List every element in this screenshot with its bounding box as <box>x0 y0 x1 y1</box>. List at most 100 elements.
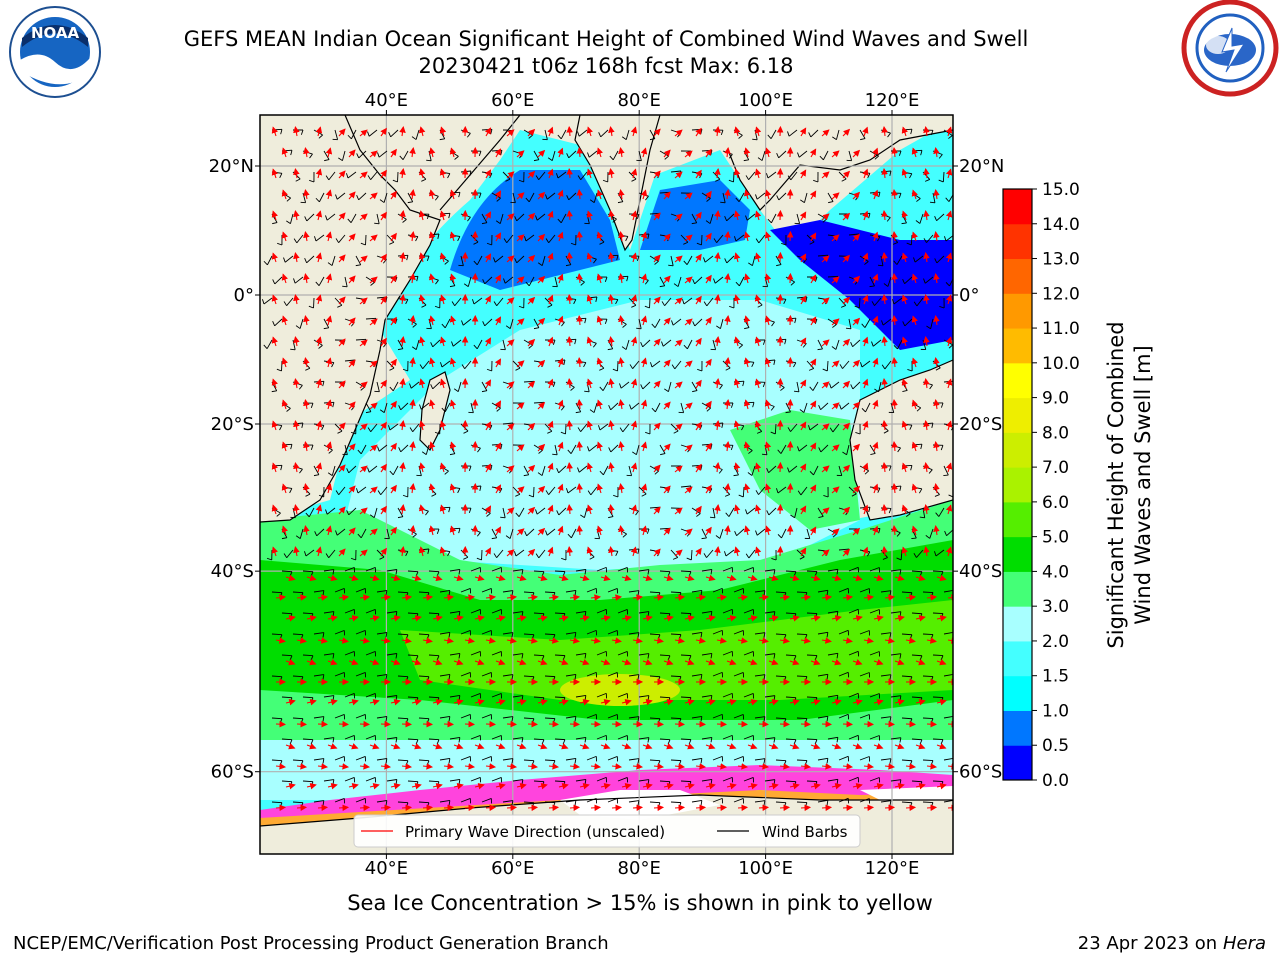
vector-237 <box>407 273 419 284</box>
vector-300 <box>344 317 356 327</box>
vector-315 <box>651 317 671 329</box>
vector-134 <box>304 210 323 222</box>
vector-176 <box>503 234 525 244</box>
vector-352 <box>733 336 743 349</box>
vector-2 <box>313 126 323 139</box>
vector-146 <box>557 209 573 224</box>
vector-52 <box>680 150 693 158</box>
vector-361 <box>920 336 930 351</box>
vector-7 <box>411 126 426 140</box>
vector-461 <box>954 400 964 409</box>
vector-211 <box>537 252 554 266</box>
vector-395 <box>954 358 964 367</box>
vector-104 <box>379 190 397 203</box>
vector-276 <box>518 296 536 309</box>
vector-351 <box>710 335 721 351</box>
vector-366 <box>344 359 356 368</box>
vector-323 <box>827 318 840 328</box>
vector-410 <box>565 377 575 391</box>
vector-270 <box>397 294 409 305</box>
vector-242 <box>503 276 525 284</box>
vector-206 <box>439 252 449 265</box>
colorbar-tick-label-17: 15.0 <box>1042 180 1080 200</box>
vector-149 <box>628 210 640 221</box>
vector-62 <box>890 146 902 158</box>
vector-389 <box>822 360 840 372</box>
vector-139 <box>418 210 430 221</box>
wave-height-field <box>260 115 953 854</box>
vector-250 <box>673 276 693 287</box>
vector-153 <box>705 209 721 224</box>
vector-75 <box>460 167 472 179</box>
vector-175 <box>486 232 502 246</box>
vector-380 <box>629 357 648 369</box>
vector-69 <box>325 170 346 181</box>
colorbar: 0.0 0.5 1.0 1.5 2.0 3.0 4.0 5.0 6.0 7.0 8.0 9.0 10.0… <box>1002 180 1080 791</box>
sea-ice-caption: Sea Ice Concentration > 15% is shown in … <box>347 891 933 915</box>
vector-243 <box>525 275 546 287</box>
vector-324 <box>845 317 861 330</box>
top-lon-label-4: 120°E <box>865 90 920 111</box>
vector-303 <box>407 315 417 328</box>
right-lat-label-2: 20°S <box>959 414 1002 435</box>
vector-406 <box>481 379 492 393</box>
vector-229 <box>913 252 930 263</box>
vector-247 <box>617 273 629 284</box>
vector-222 <box>775 251 784 267</box>
vector-38 <box>377 148 397 158</box>
vector-135 <box>325 212 346 221</box>
vector-174 <box>470 230 479 245</box>
vector-27 <box>832 128 851 141</box>
vector-181 <box>617 231 629 242</box>
colorbar-tick-label-5: 3.0 <box>1042 597 1069 617</box>
vector-141 <box>460 209 471 222</box>
colorbar-segment-10 <box>1003 397 1032 433</box>
right-lat-label-4: 60°S <box>959 762 1002 783</box>
vector-179 <box>570 230 583 246</box>
vector-353 <box>754 336 766 347</box>
vector-198 <box>263 252 279 266</box>
vector-41 <box>449 147 459 160</box>
vector-218 <box>683 253 702 266</box>
vector-296 <box>939 294 953 309</box>
vector-191 <box>827 234 840 242</box>
vector-277 <box>544 294 554 308</box>
vector-238 <box>428 273 439 285</box>
vector-118 <box>680 192 693 200</box>
vector-342 <box>523 338 536 349</box>
vector-309 <box>533 317 546 330</box>
vector-347 <box>621 336 638 350</box>
vector-266 <box>308 294 323 309</box>
vector-330 <box>263 336 279 350</box>
vector-258 <box>848 275 861 285</box>
vector-200 <box>304 252 323 264</box>
vector-208 <box>473 253 492 266</box>
vector-35 <box>323 147 333 162</box>
vector-857 <box>954 653 966 664</box>
vector-260 <box>883 272 898 287</box>
vector-84 <box>649 170 661 179</box>
vector-80 <box>556 167 573 179</box>
vector-210 <box>514 254 536 264</box>
vector-148 <box>607 210 617 223</box>
vector-225 <box>838 254 851 263</box>
vector-180 <box>596 231 605 245</box>
vector-234 <box>342 275 356 288</box>
vector-283 <box>661 297 683 306</box>
vector-207 <box>458 251 469 267</box>
vector-68 <box>309 168 323 183</box>
colorbar-segment-16 <box>1003 189 1032 225</box>
colorbar-segment-6 <box>1003 536 1032 572</box>
right-lat-label-0: 20°N <box>959 156 1004 177</box>
vector-409 <box>544 378 556 389</box>
vector-280 <box>607 294 619 305</box>
vector-66 <box>271 168 283 179</box>
vector-312 <box>596 315 608 326</box>
vector-359 <box>871 335 888 347</box>
coastlines <box>260 115 953 827</box>
vector-989 <box>954 737 966 748</box>
vector-279 <box>586 294 598 305</box>
vector-371 <box>440 357 457 368</box>
vector-349 <box>661 339 683 347</box>
vector-50 <box>636 147 648 162</box>
